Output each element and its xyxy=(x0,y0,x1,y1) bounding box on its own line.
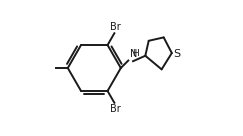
Text: H: H xyxy=(132,49,139,58)
Text: Br: Br xyxy=(110,104,121,114)
Text: Br: Br xyxy=(110,22,121,32)
Text: S: S xyxy=(174,49,181,59)
Text: N: N xyxy=(130,49,137,59)
